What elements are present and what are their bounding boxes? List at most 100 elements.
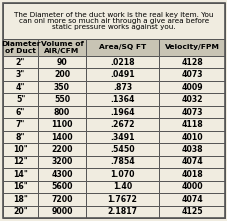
Text: 5": 5" <box>16 95 25 104</box>
Text: 2200: 2200 <box>51 145 72 154</box>
Text: Diameter
of Duct: Diameter of Duct <box>1 41 40 54</box>
Text: 2": 2" <box>16 58 25 67</box>
Text: 10": 10" <box>13 145 28 154</box>
Text: 5600: 5600 <box>51 182 72 191</box>
Bar <box>85 143 158 156</box>
Text: 1400: 1400 <box>51 133 72 141</box>
Text: 4018: 4018 <box>180 170 202 179</box>
Text: 1100: 1100 <box>51 120 72 129</box>
Bar <box>158 106 224 118</box>
Bar <box>85 193 158 206</box>
Text: 6": 6" <box>16 108 25 116</box>
Bar <box>3 193 38 206</box>
Bar <box>3 143 38 156</box>
Bar <box>158 206 224 218</box>
Text: .0218: .0218 <box>110 58 134 67</box>
Text: 4010: 4010 <box>180 133 202 141</box>
Bar <box>158 168 224 181</box>
Bar <box>38 193 85 206</box>
Text: 4074: 4074 <box>180 157 202 166</box>
Text: 800: 800 <box>54 108 70 116</box>
Text: .1964: .1964 <box>110 108 134 116</box>
Bar <box>3 131 38 143</box>
Bar <box>158 39 224 56</box>
Text: Volume of
AIR/CFM: Volume of AIR/CFM <box>40 41 83 54</box>
Text: .1364: .1364 <box>110 95 134 104</box>
Text: 350: 350 <box>54 83 70 92</box>
Bar <box>85 118 158 131</box>
Bar <box>3 39 38 56</box>
Bar <box>3 3 224 39</box>
Bar <box>3 93 38 106</box>
Text: 14": 14" <box>13 170 28 179</box>
Text: 200: 200 <box>54 70 70 79</box>
Bar <box>85 168 158 181</box>
Text: The Diameter of the duct work is the real key item. You: The Diameter of the duct work is the rea… <box>14 11 213 18</box>
Text: 4073: 4073 <box>180 108 202 116</box>
Bar <box>85 56 158 69</box>
Bar <box>38 39 85 56</box>
Text: static pressure works against you.: static pressure works against you. <box>52 24 175 30</box>
Bar <box>85 206 158 218</box>
Text: 4000: 4000 <box>180 182 202 191</box>
Bar <box>38 106 85 118</box>
Text: 1.7672: 1.7672 <box>107 195 137 204</box>
Text: 550: 550 <box>54 95 70 104</box>
Bar <box>85 93 158 106</box>
Text: 4118: 4118 <box>180 120 202 129</box>
Bar <box>158 93 224 106</box>
Text: 4009: 4009 <box>180 83 202 92</box>
Text: Velocity/FPM: Velocity/FPM <box>164 44 219 51</box>
Bar <box>158 156 224 168</box>
Bar <box>3 168 38 181</box>
Text: 4300: 4300 <box>51 170 72 179</box>
Text: .5450: .5450 <box>110 145 134 154</box>
Text: .7854: .7854 <box>110 157 134 166</box>
Text: 7": 7" <box>16 120 25 129</box>
Text: 4032: 4032 <box>180 95 202 104</box>
Text: 8": 8" <box>16 133 25 141</box>
Bar <box>85 81 158 93</box>
Bar <box>158 56 224 69</box>
Bar <box>3 181 38 193</box>
Bar <box>38 156 85 168</box>
Bar <box>38 56 85 69</box>
Text: 4073: 4073 <box>180 70 202 79</box>
Text: can onl more so much air through a give area before: can onl more so much air through a give … <box>19 18 208 24</box>
Bar <box>38 131 85 143</box>
Bar <box>85 131 158 143</box>
Text: .873: .873 <box>112 83 131 92</box>
Text: 1.070: 1.070 <box>110 170 134 179</box>
Bar <box>38 168 85 181</box>
Bar <box>3 106 38 118</box>
Text: 3": 3" <box>16 70 25 79</box>
Text: 7200: 7200 <box>51 195 72 204</box>
Bar <box>158 193 224 206</box>
Bar <box>158 143 224 156</box>
Bar <box>158 181 224 193</box>
Text: 4": 4" <box>16 83 25 92</box>
Bar <box>38 118 85 131</box>
Bar <box>3 206 38 218</box>
Bar <box>158 81 224 93</box>
Bar <box>85 106 158 118</box>
Text: .0491: .0491 <box>110 70 134 79</box>
Bar <box>85 69 158 81</box>
Text: 16": 16" <box>13 182 28 191</box>
Text: 20": 20" <box>13 207 28 216</box>
Text: Area/SQ FT: Area/SQ FT <box>98 44 146 51</box>
Text: 12": 12" <box>13 157 28 166</box>
Bar <box>158 131 224 143</box>
Text: .2672: .2672 <box>110 120 134 129</box>
Bar <box>38 81 85 93</box>
Text: 90: 90 <box>56 58 67 67</box>
Text: .3491: .3491 <box>110 133 134 141</box>
Bar <box>38 69 85 81</box>
Bar <box>85 39 158 56</box>
Bar <box>158 69 224 81</box>
Text: 3200: 3200 <box>51 157 72 166</box>
Text: 2.1817: 2.1817 <box>107 207 137 216</box>
Bar <box>158 118 224 131</box>
Text: 4128: 4128 <box>180 58 202 67</box>
Text: 4038: 4038 <box>180 145 202 154</box>
